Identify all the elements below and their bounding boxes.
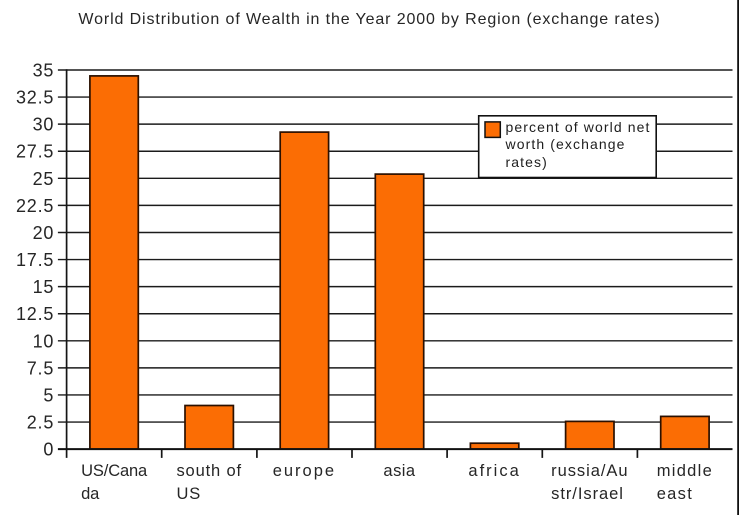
svg-text:15: 15 bbox=[33, 277, 55, 297]
svg-text:2.5: 2.5 bbox=[27, 413, 54, 433]
svg-text:20: 20 bbox=[33, 223, 55, 243]
svg-text:12.5: 12.5 bbox=[16, 304, 54, 324]
svg-text:10: 10 bbox=[33, 331, 55, 351]
svg-text:7.5: 7.5 bbox=[27, 358, 54, 378]
svg-text:32.5: 32.5 bbox=[16, 88, 54, 108]
svg-text:30: 30 bbox=[33, 115, 55, 135]
svg-text:35: 35 bbox=[33, 61, 55, 81]
svg-text:5: 5 bbox=[43, 386, 54, 406]
svg-text:0: 0 bbox=[43, 440, 54, 460]
svg-text:27.5: 27.5 bbox=[16, 142, 54, 162]
svg-text:25: 25 bbox=[33, 169, 55, 189]
svg-text:22.5: 22.5 bbox=[16, 196, 54, 216]
svg-text:17.5: 17.5 bbox=[16, 250, 54, 270]
